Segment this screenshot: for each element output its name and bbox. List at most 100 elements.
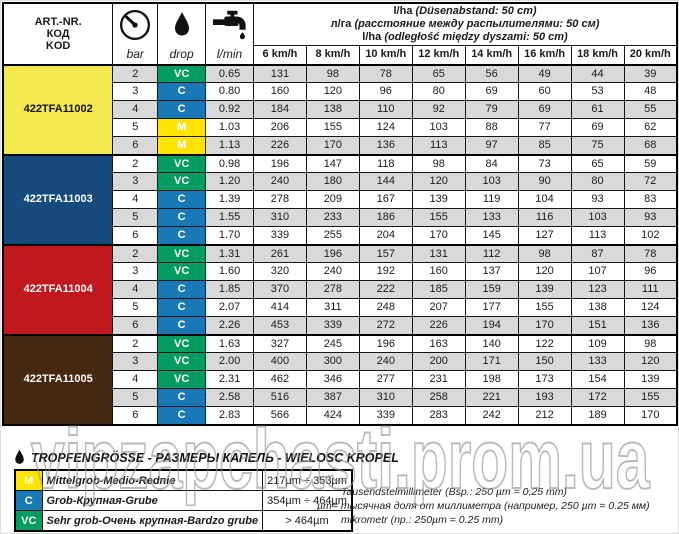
application-rate-value: 462 <box>253 370 307 389</box>
flow-rate-value: 1.70 <box>205 226 255 245</box>
application-rate-value: 80 <box>411 82 466 101</box>
pressure-value: 6 <box>112 406 159 425</box>
application-rate-value: 96 <box>358 82 413 101</box>
application-rate-value: 310 <box>253 208 307 227</box>
application-rate-value: 170 <box>623 406 678 425</box>
flow-rate-value: 1.20 <box>205 172 255 191</box>
drop-size-code: C <box>157 208 207 227</box>
application-rate-value: 155 <box>305 118 360 137</box>
application-rate-value: 97 <box>464 136 519 155</box>
flow-rate-value: 1.39 <box>205 190 255 209</box>
application-rate-value: 80 <box>570 172 625 191</box>
application-rate-value: 103 <box>570 208 625 227</box>
table-row: 3 VC 2.00 400 300 240 200 171 150 133 120 <box>3 352 678 371</box>
application-rate-value: 154 <box>570 370 625 389</box>
application-rate-value: 75 <box>570 136 625 155</box>
speed-column-header: 20 km/h <box>623 44 678 65</box>
table-row: 5 M 1.03 206 155 124 103 88 77 69 62 <box>3 118 678 137</box>
application-rate-value: 120 <box>517 262 572 281</box>
pressure-unit-label: bar <box>126 46 144 61</box>
application-rate-value: 93 <box>623 208 678 227</box>
application-rate-value: 103 <box>411 118 466 137</box>
drop-size-code: M <box>157 118 207 137</box>
table-row: 6 C 1.70 339 255 204 170 145 127 113 102 <box>3 226 678 245</box>
flow-column-header: l/min <box>205 2 255 65</box>
application-rate-value: 90 <box>517 172 572 191</box>
flow-rate-value: 1.31 <box>205 243 255 263</box>
application-rate-value: 104 <box>517 190 572 209</box>
pressure-value: 3 <box>112 262 159 281</box>
application-rate-value: 212 <box>517 406 572 425</box>
application-rate-value: 139 <box>623 370 678 389</box>
application-rate-value: 133 <box>464 208 519 227</box>
pressure-value: 4 <box>112 280 159 299</box>
application-rate-value: 44 <box>570 63 625 83</box>
speed-column-header: 6 km/h <box>253 44 307 65</box>
legend-drop-name: Mittelgrob-Medio-Rednie <box>41 469 264 491</box>
table-row: 4 C 1.39 278 209 167 139 119 104 93 83 <box>3 190 678 209</box>
application-rate-value: 98 <box>305 63 360 83</box>
application-rate-value: 194 <box>464 316 519 335</box>
table-row: 4 C 0.92 184 138 110 92 79 69 61 55 <box>3 100 678 119</box>
application-rate-value: 272 <box>358 316 413 335</box>
application-rate-value: 83 <box>623 190 678 209</box>
application-rate-value: 78 <box>623 243 678 263</box>
application-rate-value: 339 <box>358 406 413 425</box>
application-rate-value: 320 <box>253 262 307 281</box>
legend-drop-code: VC <box>14 510 43 532</box>
application-rate-value: 196 <box>358 333 413 353</box>
drop-size-code: VC <box>157 63 207 83</box>
application-rate-value: 171 <box>464 352 519 371</box>
application-rate-value: 39 <box>623 63 678 83</box>
pressure-value: 5 <box>112 298 159 317</box>
application-rate-value: 160 <box>253 82 307 101</box>
application-rate-value: 221 <box>464 388 519 407</box>
table-row: 5 C 2.07 414 311 248 207 177 155 138 124 <box>3 298 678 317</box>
application-rate-value: 61 <box>570 100 625 119</box>
application-rate-value: 133 <box>570 352 625 371</box>
application-rate-value: 193 <box>517 388 572 407</box>
application-rate-value: 424 <box>305 406 360 425</box>
speed-column-header: 16 km/h <box>517 44 572 65</box>
application-rate-value: 204 <box>358 226 413 245</box>
header-line-kod-pl: KOD <box>45 39 71 52</box>
application-rate-value: 339 <box>253 226 307 245</box>
spacing-line-de: l/ha (Düsenabstand: 50 cm) <box>393 4 537 17</box>
flow-rate-value: 1.55 <box>205 208 255 227</box>
application-rate-value: 400 <box>253 352 307 371</box>
application-rate-value: 160 <box>411 262 466 281</box>
application-rate-value: 180 <box>305 172 360 191</box>
legend-row: C Grob-Крупная-Grube 354µm ÷ 464µm <box>14 490 353 511</box>
pressure-column-header: bar <box>112 2 159 65</box>
spacing-line-pl: l/ha (odległość między dyszami: 50 cm) <box>362 30 568 43</box>
drop-size-legend-table: M Mittelgrob-Medio-Rednie 217µm ÷ 353µm C Gr… <box>14 469 353 532</box>
drop-size-code: C <box>157 100 207 119</box>
application-rate-value: 131 <box>253 63 307 83</box>
drop-size-code: M <box>157 136 207 155</box>
table-row: 3 VC 1.20 240 180 144 120 103 90 80 72 <box>3 172 678 191</box>
flow-unit-label: l/min <box>216 46 243 61</box>
application-rate-value: 150 <box>517 352 572 371</box>
application-rate-value: 69 <box>570 118 625 137</box>
application-rate-value: 131 <box>411 243 466 263</box>
legend-droplet-icon <box>13 449 26 466</box>
application-rate-value: 124 <box>623 298 678 317</box>
application-rate-value: 140 <box>464 333 519 353</box>
application-rate-value: 155 <box>623 388 678 407</box>
note-line: mikrometr (np.: 250µm = 0.25 mm) <box>341 514 504 526</box>
application-rate-value: 123 <box>570 280 625 299</box>
application-rate-value: 173 <box>517 370 572 389</box>
application-rate-value: 231 <box>411 370 466 389</box>
application-rate-value: 113 <box>411 136 466 155</box>
application-rate-value: 196 <box>253 153 307 173</box>
drop-size-code: C <box>157 190 207 209</box>
legend-size-range: 217µm ÷ 353µm <box>262 469 353 491</box>
drop-size-code: VC <box>157 153 207 173</box>
application-rate-value: 370 <box>253 280 307 299</box>
application-rate-value: 138 <box>305 100 360 119</box>
application-rate-value: 185 <box>411 280 466 299</box>
table-row: 4 C 1.85 370 278 222 185 159 139 123 111 <box>3 280 678 299</box>
legend-size-range: > 464µm <box>262 510 353 532</box>
flow-rate-value: 1.63 <box>205 333 255 353</box>
application-rate-value: 177 <box>464 298 519 317</box>
